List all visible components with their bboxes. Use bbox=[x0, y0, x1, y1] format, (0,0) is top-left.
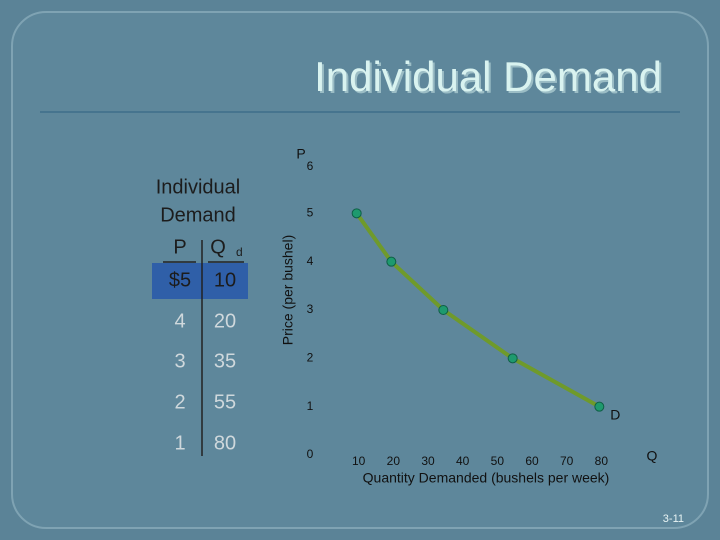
y-tick-label: 4 bbox=[307, 254, 314, 268]
y-tick-label: 3 bbox=[307, 302, 314, 316]
x-tick-label: 70 bbox=[560, 454, 574, 468]
table-header-subscript: d bbox=[236, 245, 243, 259]
x-axis-label: Quantity Demanded (bushels per week) bbox=[363, 470, 610, 486]
data-point bbox=[438, 305, 449, 315]
table-header: Q bbox=[210, 236, 226, 258]
table-cell: 10 bbox=[214, 269, 236, 291]
data-point bbox=[594, 401, 605, 412]
table-cell: 3 bbox=[174, 350, 185, 372]
table-cell: $5 bbox=[169, 269, 191, 291]
data-point bbox=[351, 208, 362, 219]
table-header: P bbox=[173, 236, 186, 258]
table-cell: 35 bbox=[214, 350, 236, 372]
x-tick-label: 10 bbox=[352, 454, 366, 468]
x-tick-label: 60 bbox=[525, 454, 539, 468]
y-tick-label: 5 bbox=[307, 206, 314, 220]
title-shadow: Individual Demand bbox=[316, 55, 664, 102]
y-tick-label: 0 bbox=[307, 447, 314, 461]
x-tick-label: 80 bbox=[595, 454, 609, 468]
curve-label: D bbox=[610, 406, 620, 422]
table-cell: 2 bbox=[174, 391, 185, 413]
highlight-row bbox=[152, 263, 248, 299]
table-cell: 1 bbox=[174, 432, 185, 454]
y-axis-label: Price (per bushel) bbox=[280, 235, 296, 346]
page-number: 3-11 bbox=[663, 513, 684, 525]
y-tick-label: 6 bbox=[307, 159, 314, 173]
x-tick-label: 40 bbox=[456, 454, 470, 468]
table-cell: 20 bbox=[214, 310, 236, 332]
x-symbol: Q bbox=[647, 448, 658, 464]
table-cell: 55 bbox=[214, 391, 236, 413]
table-cell: 80 bbox=[214, 432, 236, 454]
table-title: Individual bbox=[156, 176, 241, 198]
x-tick-label: 30 bbox=[421, 454, 435, 468]
slide-panel bbox=[11, 11, 709, 529]
x-tick-label: 50 bbox=[491, 454, 505, 468]
y-tick-label: 2 bbox=[307, 351, 314, 365]
slide-title: Individual Demand bbox=[314, 53, 662, 100]
data-point bbox=[507, 353, 518, 364]
x-tick-label: 20 bbox=[387, 454, 401, 468]
y-symbol: P bbox=[296, 146, 305, 162]
data-point bbox=[386, 256, 397, 267]
table-cell: 4 bbox=[174, 310, 185, 332]
table-title: Demand bbox=[160, 204, 236, 226]
y-tick-label: 1 bbox=[307, 399, 314, 413]
